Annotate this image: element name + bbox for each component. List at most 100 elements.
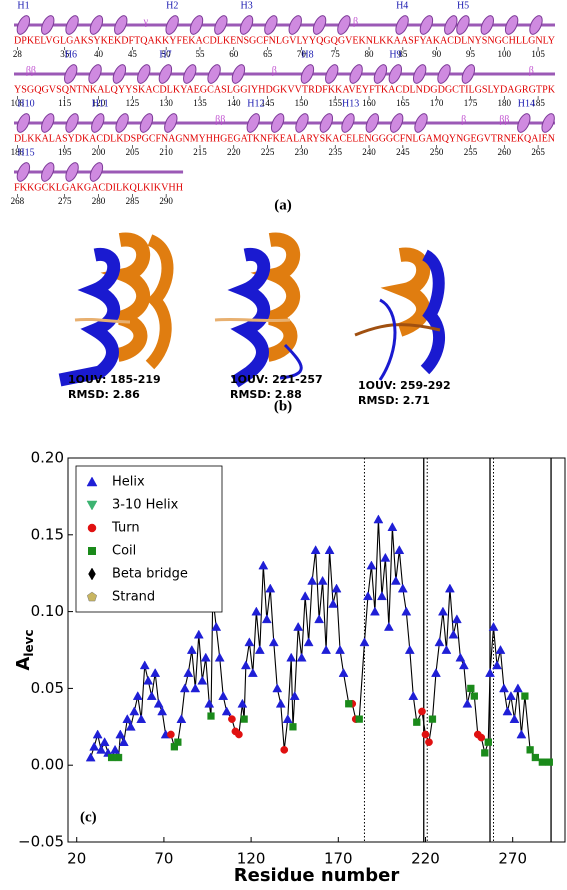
panel-c: −0.05 0.00 0.05 0.10 0.15 0.20 20 70 120 170 220 27…	[13, 449, 566, 886]
marker	[122, 714, 133, 723]
marker	[485, 668, 495, 677]
helix-turn	[41, 113, 55, 133]
helix-turn	[115, 113, 129, 133]
helix-turn	[112, 64, 127, 84]
helix-turn	[88, 64, 102, 84]
helix-label: H5	[457, 0, 469, 11]
helix-turn	[139, 113, 154, 133]
marker	[115, 729, 126, 739]
marker	[538, 758, 546, 766]
residue-number: 145	[261, 98, 275, 108]
marker	[481, 749, 489, 757]
marker	[247, 668, 258, 677]
helix-turn	[341, 113, 355, 133]
structure-rmsd: RMSD: 2.86	[68, 388, 140, 401]
marker	[237, 698, 248, 708]
marker	[383, 621, 394, 631]
marker	[289, 691, 300, 700]
helix-turn	[89, 162, 104, 182]
marker	[118, 737, 129, 747]
marker	[132, 691, 143, 700]
panel-label: (a)	[274, 197, 292, 213]
y-tick-label: 0.05	[31, 679, 64, 697]
marker	[96, 744, 107, 754]
helix-turn	[300, 64, 315, 84]
structure-name: 1OUV: 259-292	[358, 379, 451, 392]
marker	[265, 583, 276, 593]
helix-turn	[325, 64, 339, 84]
helix-turn	[91, 113, 105, 133]
marker	[286, 652, 297, 662]
marker	[484, 738, 492, 746]
marker	[272, 683, 283, 693]
y-axis-label-sub: levc	[22, 629, 36, 656]
marker	[268, 637, 279, 647]
helix-turn	[337, 15, 351, 35]
residue-number: 125	[126, 98, 140, 108]
helix-turn	[437, 64, 451, 84]
helix-turn	[365, 113, 380, 133]
marker	[421, 730, 430, 739]
marker	[428, 715, 437, 723]
helix-turn	[444, 15, 458, 35]
residue-number: 150	[295, 98, 309, 108]
marker	[88, 567, 96, 581]
marker	[280, 745, 289, 754]
helix-turn	[16, 162, 31, 182]
residue-number: 140	[227, 98, 241, 108]
residue-number: 40	[94, 49, 104, 59]
marker	[99, 737, 110, 747]
y-tick-label: 0.00	[31, 756, 64, 774]
panel-a: H1 γ H2 H3 β H4 H5 DPKELVGLGAKSYKEKDFTQAKKYFEKA…	[11, 0, 556, 206]
marker	[499, 683, 509, 693]
helix-turn	[270, 113, 285, 133]
marker	[467, 684, 475, 693]
residue-number: 105	[531, 49, 545, 59]
marker	[86, 500, 98, 511]
y-tick-label: 0.10	[31, 602, 64, 620]
helix-turn	[114, 15, 128, 35]
marker	[526, 746, 534, 754]
marker	[251, 606, 262, 616]
marker	[355, 715, 363, 723]
residue-number: 108	[11, 98, 25, 108]
strand-label: ββ	[499, 114, 509, 125]
marker	[314, 614, 325, 624]
structure-1	[58, 232, 174, 387]
helix-turn	[165, 15, 179, 35]
helix-turn	[389, 113, 404, 133]
marker	[431, 668, 441, 677]
marker	[254, 644, 265, 654]
helix-turn	[312, 15, 327, 35]
marker	[455, 652, 466, 662]
marker	[418, 707, 426, 716]
marker	[240, 715, 248, 723]
helix-turn	[529, 15, 543, 35]
legend-frame	[75, 465, 223, 613]
marker	[444, 583, 455, 593]
marker	[345, 700, 353, 708]
helix-turn	[541, 113, 555, 133]
marker	[197, 675, 208, 685]
strand-label: ββ	[26, 65, 36, 76]
marker	[293, 621, 304, 631]
marker	[129, 706, 140, 716]
marker	[408, 691, 419, 700]
legend-label: Strand	[112, 590, 155, 605]
marker	[462, 698, 473, 708]
marker	[125, 721, 136, 731]
helix-label: H6	[65, 49, 77, 60]
helix-turn	[388, 64, 403, 84]
residue-number: 200	[92, 147, 106, 157]
helix-label: H1	[17, 0, 29, 11]
marker	[282, 714, 293, 723]
residue-number: 60	[229, 49, 239, 59]
marker	[317, 575, 328, 585]
marker	[492, 660, 502, 670]
helix-turn	[239, 15, 254, 35]
sequence: FKKGCKLGAKGACDILKQLKIKVHH	[14, 182, 183, 193]
helix-turn	[319, 113, 334, 133]
sequence: DPKELVGLGAKSYKEKDFTQAKKYFEKACDLKENSGCFNL…	[14, 35, 555, 46]
marker	[261, 614, 272, 624]
x-tick-label: 70	[154, 850, 173, 868]
